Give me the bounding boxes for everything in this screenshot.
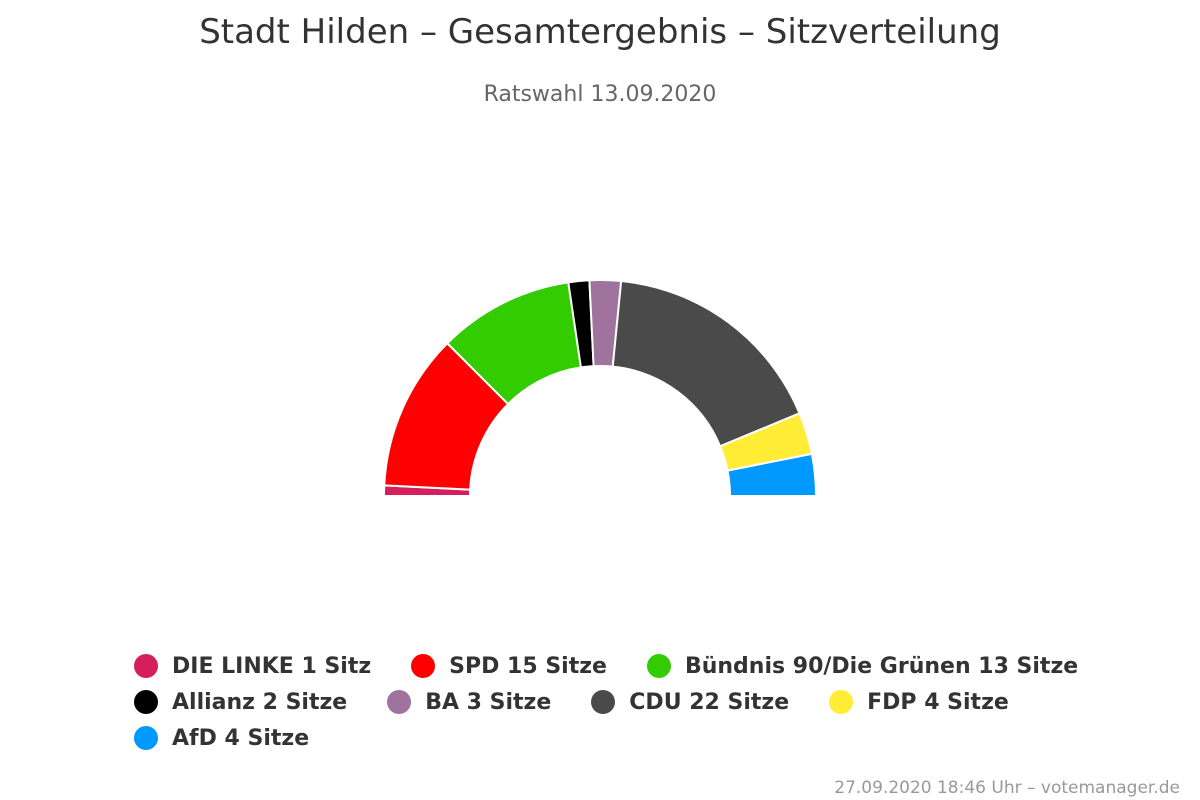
chart-title: Stadt Hilden – Gesamtergebnis – Sitzvert… [199, 12, 1001, 52]
chart-legend: DIE LINKE 1 Sitz SPD 15 Sitze Bündnis 90… [134, 648, 1134, 756]
legend-item-cdu[interactable]: CDU 22 Sitze [591, 690, 789, 715]
legend-row: AfD 4 Sitze [134, 720, 1134, 756]
legend-item-spd[interactable]: SPD 15 Sitze [411, 654, 607, 679]
legend-item-allianz[interactable]: Allianz 2 Sitze [134, 690, 347, 715]
legend-marker-icon [134, 654, 158, 678]
legend-row: DIE LINKE 1 Sitz SPD 15 Sitze Bündnis 90… [134, 648, 1134, 684]
legend-marker-icon [387, 690, 412, 714]
legend-row: Allianz 2 Sitze BA 3 Sitze CDU 22 Sitze … [134, 684, 1134, 720]
legend-item-ba[interactable]: BA 3 Sitze [387, 690, 551, 715]
legend-marker-icon [134, 726, 158, 750]
legend-label: Allianz 2 Sitze [172, 689, 348, 715]
legend-item-fdp[interactable]: FDP 4 Sitze [829, 690, 1009, 715]
legend-label: BA 3 Sitze [425, 689, 552, 715]
legend-label: FDP 4 Sitze [867, 689, 1009, 715]
legend-label: CDU 22 Sitze [629, 689, 790, 715]
legend-label: SPD 15 Sitze [449, 653, 607, 679]
legend-marker-icon [646, 654, 671, 678]
seat-slice-cdu[interactable] [611, 280, 801, 448]
chart-subtitle: Ratswahl 13.09.2020 [483, 82, 717, 107]
seat-slice-afd[interactable] [726, 452, 817, 497]
legend-label: Bündnis 90/Die Grünen 13 Sitze [684, 653, 1079, 679]
credits-link[interactable]: 27.09.2020 18:46 Uhr – votemanager.de [834, 778, 1180, 798]
legend-item-gruene[interactable]: Bündnis 90/Die Grünen 13 Sitze [646, 653, 1079, 679]
legend-marker-icon [134, 690, 158, 714]
legend-label: DIE LINKE 1 Sitz [172, 653, 372, 679]
legend-item-die-linke[interactable]: DIE LINKE 1 Sitz [134, 654, 371, 679]
legend-marker-icon [591, 690, 616, 714]
legend-marker-icon [411, 654, 436, 678]
legend-label: AfD 4 Sitze [172, 725, 310, 751]
legend-item-afd[interactable]: AfD 4 Sitze [134, 726, 309, 751]
legend-marker-icon [829, 690, 854, 714]
